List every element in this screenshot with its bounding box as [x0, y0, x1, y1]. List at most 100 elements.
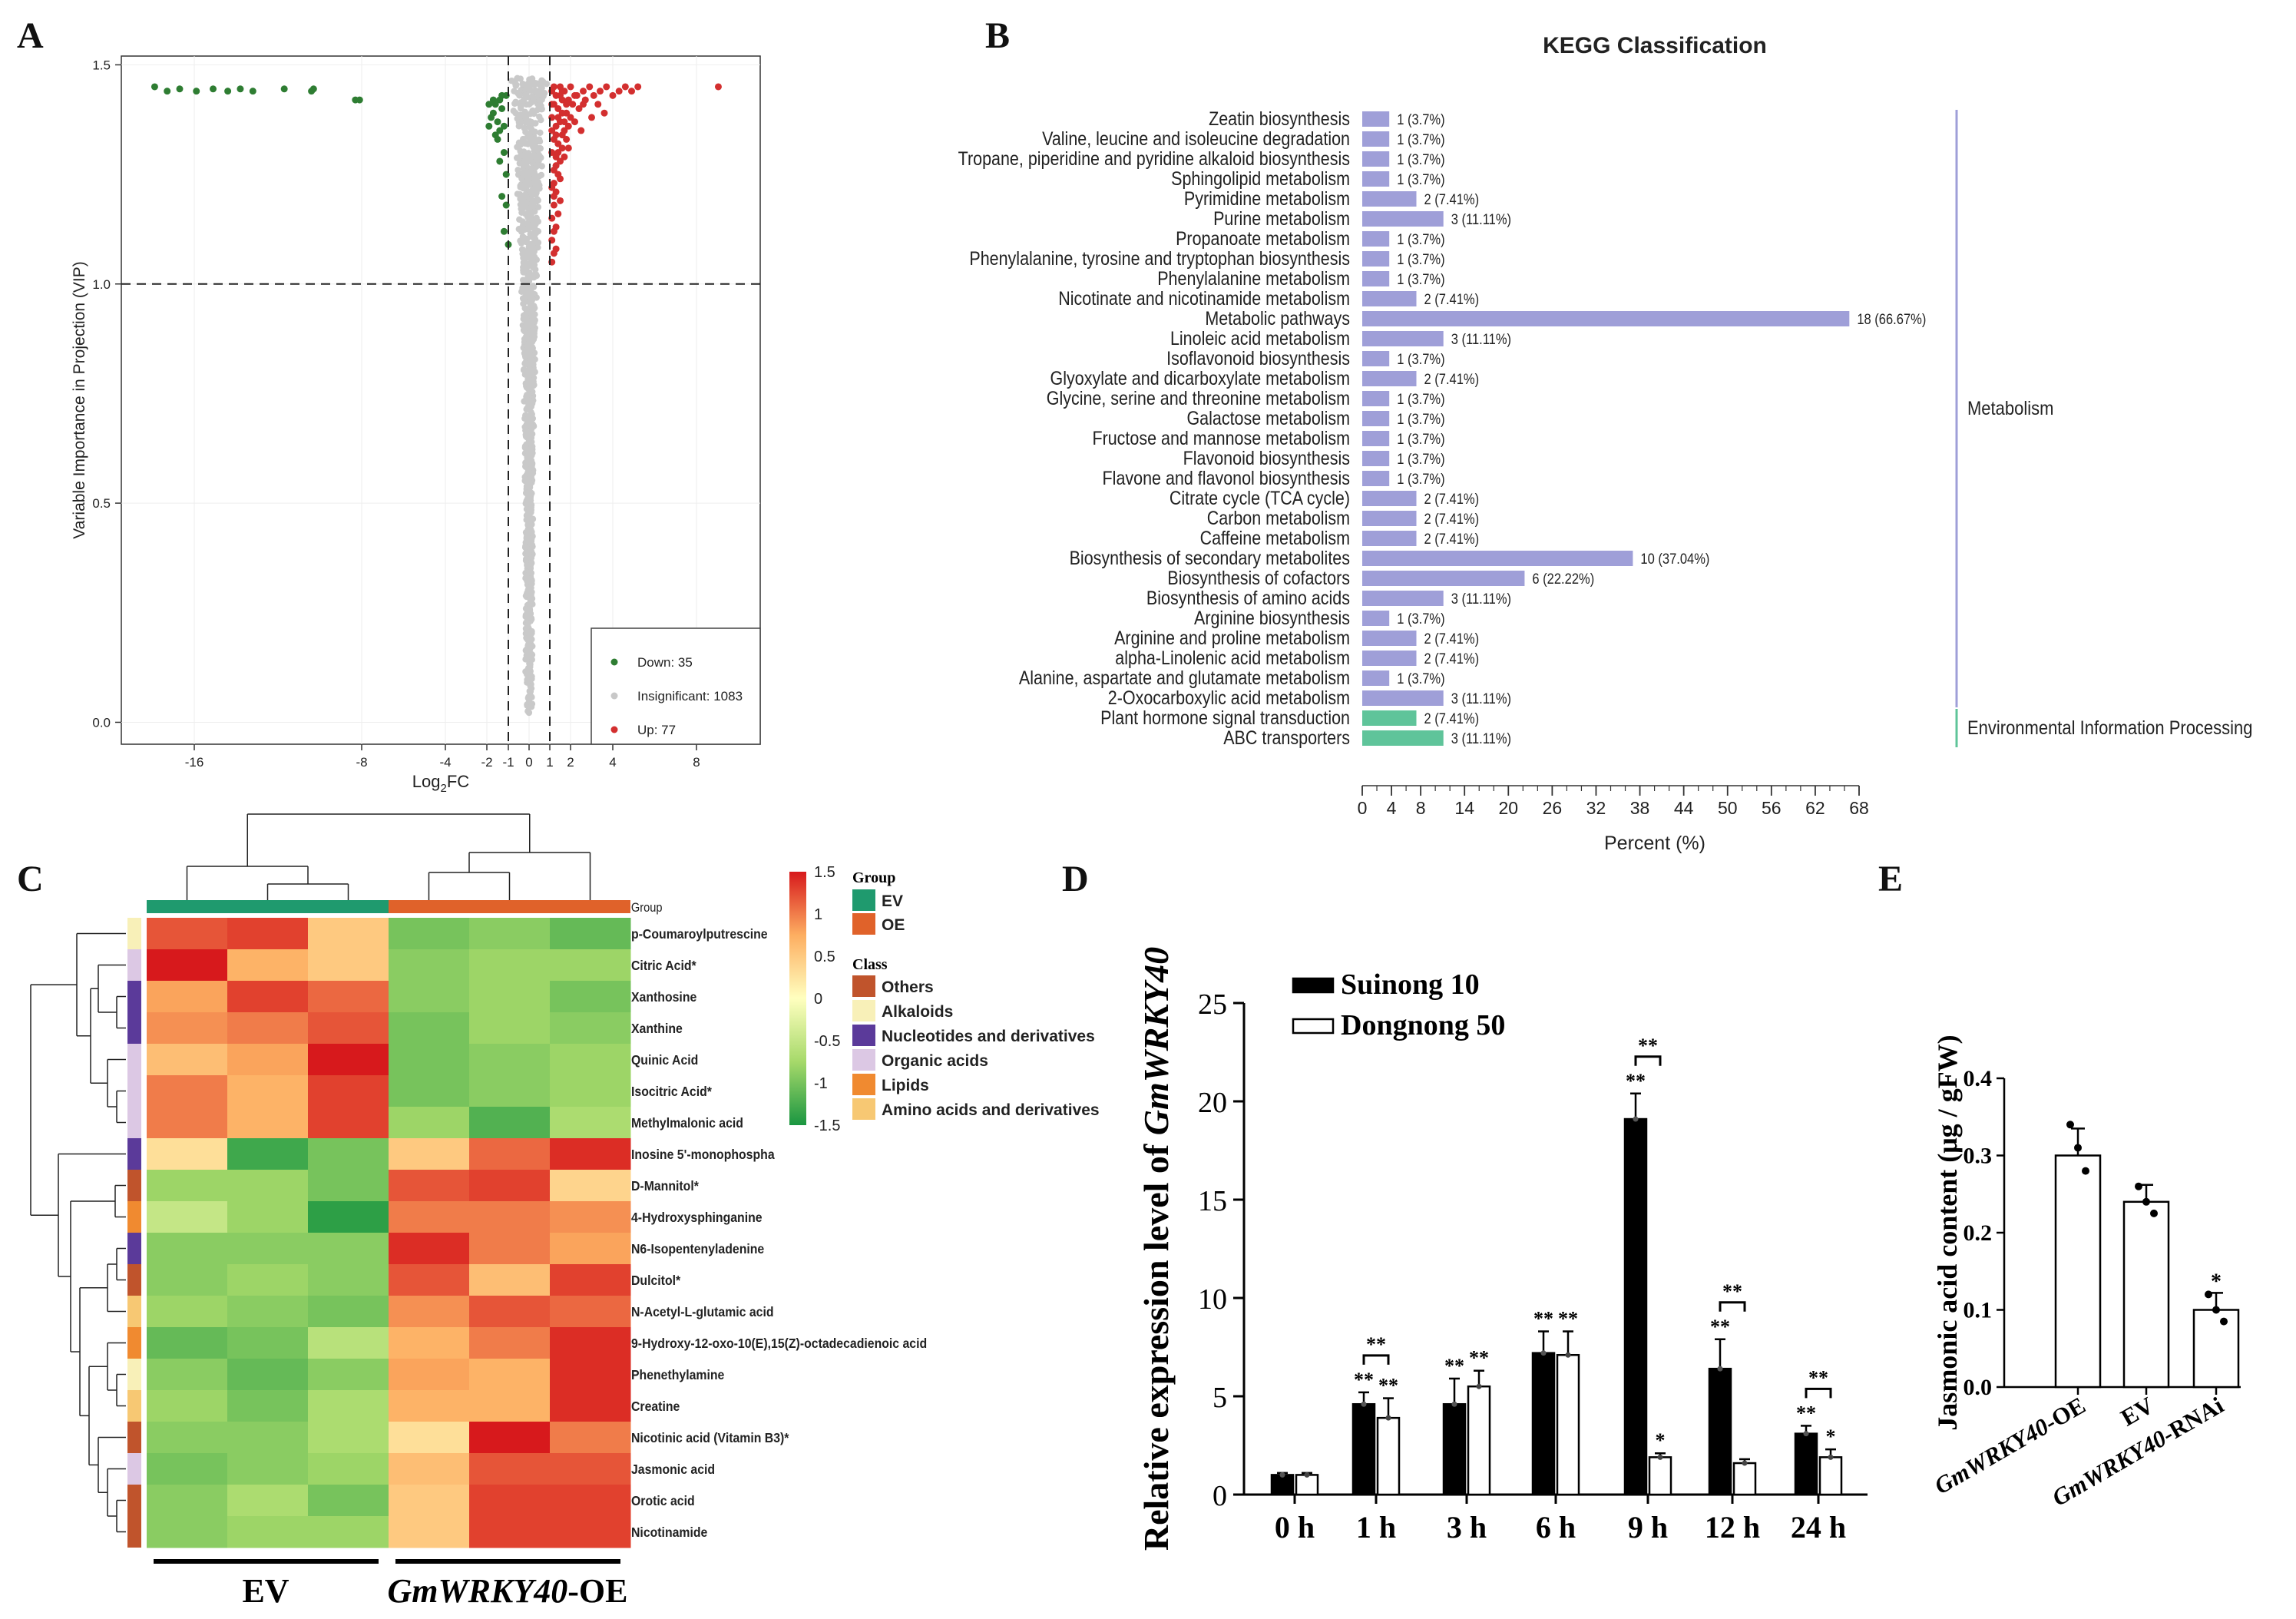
class-cell	[127, 1138, 141, 1170]
group-label: Metabolism	[1967, 398, 2053, 419]
comparison-label: **	[1808, 1366, 1828, 1389]
class-cell	[127, 1264, 141, 1296]
bar-data-label: 2 (7.41%)	[1424, 191, 1480, 207]
legend-class-swatch	[852, 1098, 875, 1120]
up-point	[561, 118, 568, 126]
heatmap-cell	[550, 949, 631, 982]
category-label: Carbon metabolism	[1207, 507, 1350, 528]
insignificant-point	[543, 80, 551, 88]
insignificant-point	[534, 162, 541, 169]
bar-data-label: 2 (7.41%)	[1424, 531, 1480, 547]
color-scale-tick: 1.5	[814, 864, 835, 881]
down-point	[193, 88, 200, 95]
up-point	[548, 127, 556, 134]
up-point	[558, 109, 566, 117]
up-point	[628, 88, 636, 95]
heatmap-cell	[389, 1075, 470, 1107]
x-tick-label: -4	[439, 755, 451, 770]
color-scale-tick: -1.5	[814, 1117, 840, 1134]
heatmap-cell	[389, 949, 470, 982]
x-tick-label: 20	[1498, 798, 1518, 818]
category-label: Valine, leucine and isoleucine degradati…	[1042, 127, 1350, 149]
heatmap-cell	[550, 1012, 631, 1045]
insignificant-point	[524, 707, 531, 715]
bar	[1362, 291, 1417, 306]
insignificant-point	[538, 84, 545, 91]
insignificant-point	[520, 267, 527, 273]
down-point	[309, 85, 317, 93]
category-label: alpha-Linolenic acid metabolism	[1115, 647, 1350, 668]
heatmap-cell	[227, 1264, 309, 1296]
class-cell	[127, 1485, 141, 1516]
class-cell	[127, 1390, 141, 1422]
up-point	[615, 88, 623, 95]
up-point	[552, 131, 560, 139]
replicate-dot	[2142, 1197, 2150, 1206]
bar-data-label: 6 (22.22%)	[1532, 571, 1594, 587]
replicate-dot	[1633, 1116, 1639, 1122]
y-tick-label: 1.5	[92, 58, 111, 72]
down-point	[356, 96, 363, 104]
heatmap-cell	[227, 1138, 309, 1170]
significance-star: *	[1826, 1425, 1836, 1448]
heatmap-cell	[550, 1485, 631, 1517]
heatmap-cell	[550, 1170, 631, 1202]
insignificant-point	[534, 227, 542, 235]
bar-data-label: 1 (3.7%)	[1397, 271, 1444, 287]
up-point	[563, 101, 571, 108]
insignificant-point	[528, 75, 536, 82]
heatmap-cell	[469, 1296, 551, 1328]
insignificant-point	[522, 91, 529, 98]
legend-swatch	[1292, 977, 1335, 994]
heatmap-cell	[389, 1138, 470, 1170]
y-tick-label: 15	[1198, 1185, 1227, 1217]
bar-data-label: 1 (3.7%)	[1397, 131, 1444, 147]
heatmap-cell	[308, 1327, 389, 1359]
heatmap-cell	[389, 918, 470, 950]
x-tick-label: 1	[546, 755, 553, 770]
x-tick-label: 68	[1849, 798, 1869, 818]
legend-label: Suinong 10	[1341, 968, 1480, 1001]
category-label: Phenylalanine, tyrosine and tryptophan b…	[969, 247, 1350, 269]
bar	[1362, 331, 1444, 346]
heatmap-cell	[550, 1296, 631, 1328]
group-cell	[227, 900, 308, 913]
insignificant-point	[522, 476, 529, 483]
volcano-plot: -16 -8 -4 -2 -1 0 1 2 4 8 0.0 0.5 1.0 1.5 Down: 35 Insi…	[71, 55, 761, 795]
insignificant-point	[523, 319, 530, 327]
bar-data-label: 3 (11.11%)	[1451, 211, 1511, 227]
insignificant-point	[527, 631, 534, 639]
insignificant-point	[535, 136, 543, 143]
group-cell	[469, 900, 550, 913]
legend: Down: 35 Insignificant: 1083 Up: 77	[591, 627, 761, 745]
heatmap-cell	[469, 1201, 551, 1233]
legend-class-label: Alkaloids	[882, 1003, 953, 1021]
insignificant-point	[519, 233, 527, 240]
x-tick-label: EV	[2116, 1391, 2159, 1431]
heatmap-cell	[308, 1107, 389, 1139]
column-dendrogram	[186, 813, 591, 900]
replicate-dot	[1742, 1460, 1748, 1466]
significance-star: **	[1469, 1347, 1489, 1369]
bottom-label-oe: GmWRKY40-OE	[388, 1572, 628, 1610]
heatmap-cell	[389, 1201, 470, 1233]
heatmap-cell	[308, 1044, 389, 1076]
class-cell	[127, 1516, 141, 1548]
heatmap-cell	[147, 1044, 228, 1076]
bar-data-label: 1 (3.7%)	[1397, 411, 1444, 427]
down-point	[488, 114, 495, 121]
insignificant-point	[526, 693, 533, 700]
insignificant-point	[518, 240, 525, 247]
legend-marker	[610, 692, 618, 700]
insignificant-point	[524, 494, 531, 502]
bar	[1362, 571, 1525, 586]
insignificant-point	[538, 154, 544, 161]
up-point	[588, 114, 595, 121]
insignificant-point	[521, 226, 528, 233]
group-cell	[147, 900, 227, 913]
up-point	[554, 114, 562, 121]
up-point	[557, 197, 564, 204]
comparison-bracket	[1362, 1354, 1390, 1365]
heatmap-cell	[308, 1296, 389, 1328]
